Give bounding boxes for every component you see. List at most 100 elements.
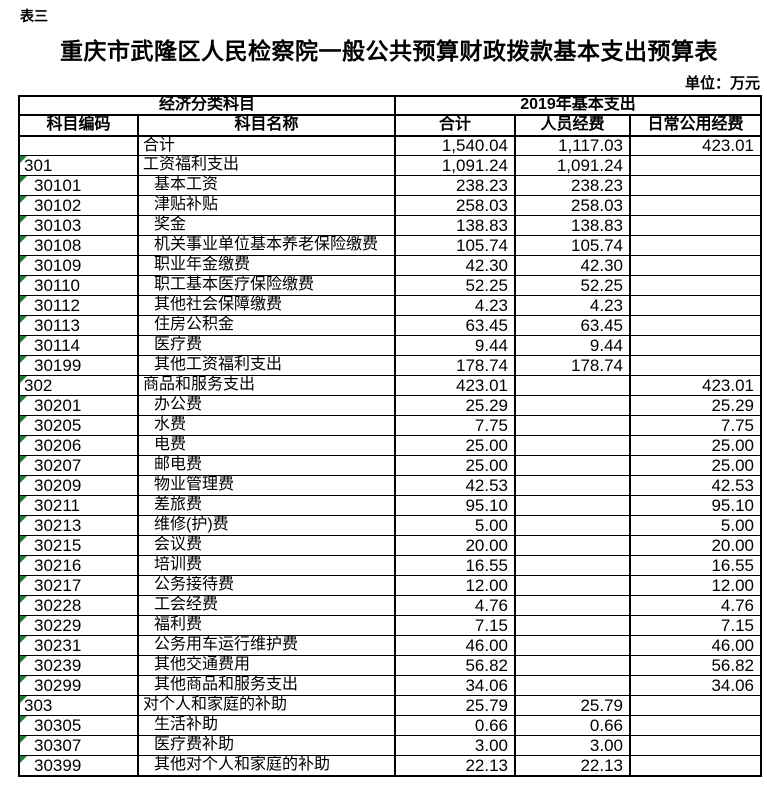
cell-personnel: 0.66	[514, 715, 631, 737]
cell-daily	[629, 215, 762, 237]
cell-subject-code: 302	[18, 375, 139, 397]
cell-daily	[629, 235, 762, 257]
cell-subject-name: 职工基本医疗保险缴费	[137, 275, 396, 297]
cell-daily: 46.00	[629, 635, 762, 657]
cell-daily	[629, 315, 762, 337]
cell-personnel	[514, 515, 631, 537]
cell-daily: 95.10	[629, 495, 762, 517]
cell-daily: 25.00	[629, 455, 762, 477]
table-row: 30399 其他对个人和家庭的补助 22.13 22.13	[18, 755, 762, 777]
cell-daily	[629, 755, 762, 777]
green-triangle-icon	[21, 296, 27, 304]
cell-total: 56.82	[394, 655, 516, 677]
cell-personnel: 4.23	[514, 295, 631, 317]
cell-personnel: 42.30	[514, 255, 631, 277]
cell-subject-name: 维修(护)费	[137, 515, 396, 537]
green-triangle-icon	[21, 556, 27, 564]
cell-personnel	[514, 475, 631, 497]
cell-subject-code: 30228	[18, 595, 139, 617]
cell-subject-code: 30216	[18, 555, 139, 577]
green-triangle-icon	[21, 716, 27, 724]
cell-subject-code: 30205	[18, 415, 139, 437]
header-economic-classification: 经济分类科目	[18, 95, 396, 116]
cell-total: 0.66	[394, 715, 516, 737]
cell-subject-name: 水费	[137, 415, 396, 437]
header-total: 合计	[394, 114, 516, 137]
green-triangle-icon	[21, 636, 27, 644]
cell-daily	[629, 295, 762, 317]
table-row: 30307 医疗费补助 3.00 3.00	[18, 735, 762, 757]
cell-subject-name: 其他交通费用	[137, 655, 396, 677]
table-row: 30207 邮电费 25.00 25.00	[18, 455, 762, 477]
cell-daily: 12.00	[629, 575, 762, 597]
table-row: 30199 其他工资福利支出 178.74 178.74	[18, 355, 762, 377]
green-triangle-icon	[21, 256, 27, 264]
green-triangle-icon	[21, 476, 27, 484]
unit-note: 单位：万元	[684, 75, 760, 92]
cell-subject-code: 30307	[18, 735, 139, 757]
cell-total: 46.00	[394, 635, 516, 657]
cell-total: 52.25	[394, 275, 516, 297]
table-row: 30201 办公费 25.29 25.29	[18, 395, 762, 417]
cell-total: 238.23	[394, 175, 516, 197]
cell-personnel: 178.74	[514, 355, 631, 377]
header-subject-code: 科目编码	[18, 114, 139, 137]
cell-subject-code: 30102	[18, 195, 139, 217]
green-triangle-icon	[21, 436, 27, 444]
cell-total: 138.83	[394, 215, 516, 237]
header-basic-expenditure-2019: 2019年基本支出	[394, 95, 762, 116]
table-row: 30103 奖金 138.83 138.83	[18, 215, 762, 237]
green-triangle-icon	[21, 456, 27, 464]
cell-personnel: 105.74	[514, 235, 631, 257]
cell-personnel	[514, 595, 631, 617]
cell-subject-name: 医疗费补助	[137, 735, 396, 757]
header-subject-name: 科目名称	[137, 114, 396, 137]
cell-subject-name: 其他对个人和家庭的补助	[137, 755, 396, 777]
cell-subject-name: 奖金	[137, 215, 396, 237]
cell-total: 42.53	[394, 475, 516, 497]
table-row: 30229 福利费 7.15 7.15	[18, 615, 762, 637]
cell-subject-name: 津贴补贴	[137, 195, 396, 217]
cell-total: 20.00	[394, 535, 516, 557]
table-row: 30228 工会经费 4.76 4.76	[18, 595, 762, 617]
cell-daily	[629, 695, 762, 717]
green-triangle-icon	[21, 496, 27, 504]
cell-personnel	[514, 615, 631, 637]
cell-subject-code: 30239	[18, 655, 139, 677]
cell-subject-name: 住房公积金	[137, 315, 396, 337]
table-row: 30109 职业年金缴费 42.30 42.30	[18, 255, 762, 277]
cell-total: 25.29	[394, 395, 516, 417]
green-triangle-icon	[21, 696, 27, 704]
cell-subject-name: 对个人和家庭的补助	[137, 695, 396, 717]
green-triangle-icon	[21, 536, 27, 544]
green-triangle-icon	[21, 596, 27, 604]
cell-subject-code: 30299	[18, 675, 139, 697]
table-row: 30102 津贴补贴 258.03 258.03	[18, 195, 762, 217]
cell-personnel: 258.03	[514, 195, 631, 217]
cell-daily: 56.82	[629, 655, 762, 677]
cell-subject-name: 物业管理费	[137, 475, 396, 497]
cell-total: 4.23	[394, 295, 516, 317]
table-row: 合计 1,540.04 1,117.03 423.01	[18, 135, 762, 157]
table-row: 302 商品和服务支出 423.01 423.01	[18, 375, 762, 397]
cell-subject-code: 301	[18, 155, 139, 177]
cell-total: 3.00	[394, 735, 516, 757]
table-row: 30231 公务用车运行维护费 46.00 46.00	[18, 635, 762, 657]
cell-subject-name: 公务接待费	[137, 575, 396, 597]
cell-personnel	[514, 495, 631, 517]
cell-subject-name: 其他商品和服务支出	[137, 675, 396, 697]
cell-total: 1,540.04	[394, 135, 516, 157]
cell-daily	[629, 715, 762, 737]
green-triangle-icon	[21, 356, 27, 364]
cell-daily	[629, 275, 762, 297]
cell-personnel: 63.45	[514, 315, 631, 337]
cell-subject-name: 会议费	[137, 535, 396, 557]
green-triangle-icon	[21, 236, 27, 244]
cell-subject-code: 30113	[18, 315, 139, 337]
cell-subject-code: 30108	[18, 235, 139, 257]
cell-subject-code: 30114	[18, 335, 139, 357]
table-row: 30299 其他商品和服务支出 34.06 34.06	[18, 675, 762, 697]
header-group-row: 经济分类科目 2019年基本支出	[18, 95, 762, 116]
cell-subject-name: 其他工资福利支出	[137, 355, 396, 377]
